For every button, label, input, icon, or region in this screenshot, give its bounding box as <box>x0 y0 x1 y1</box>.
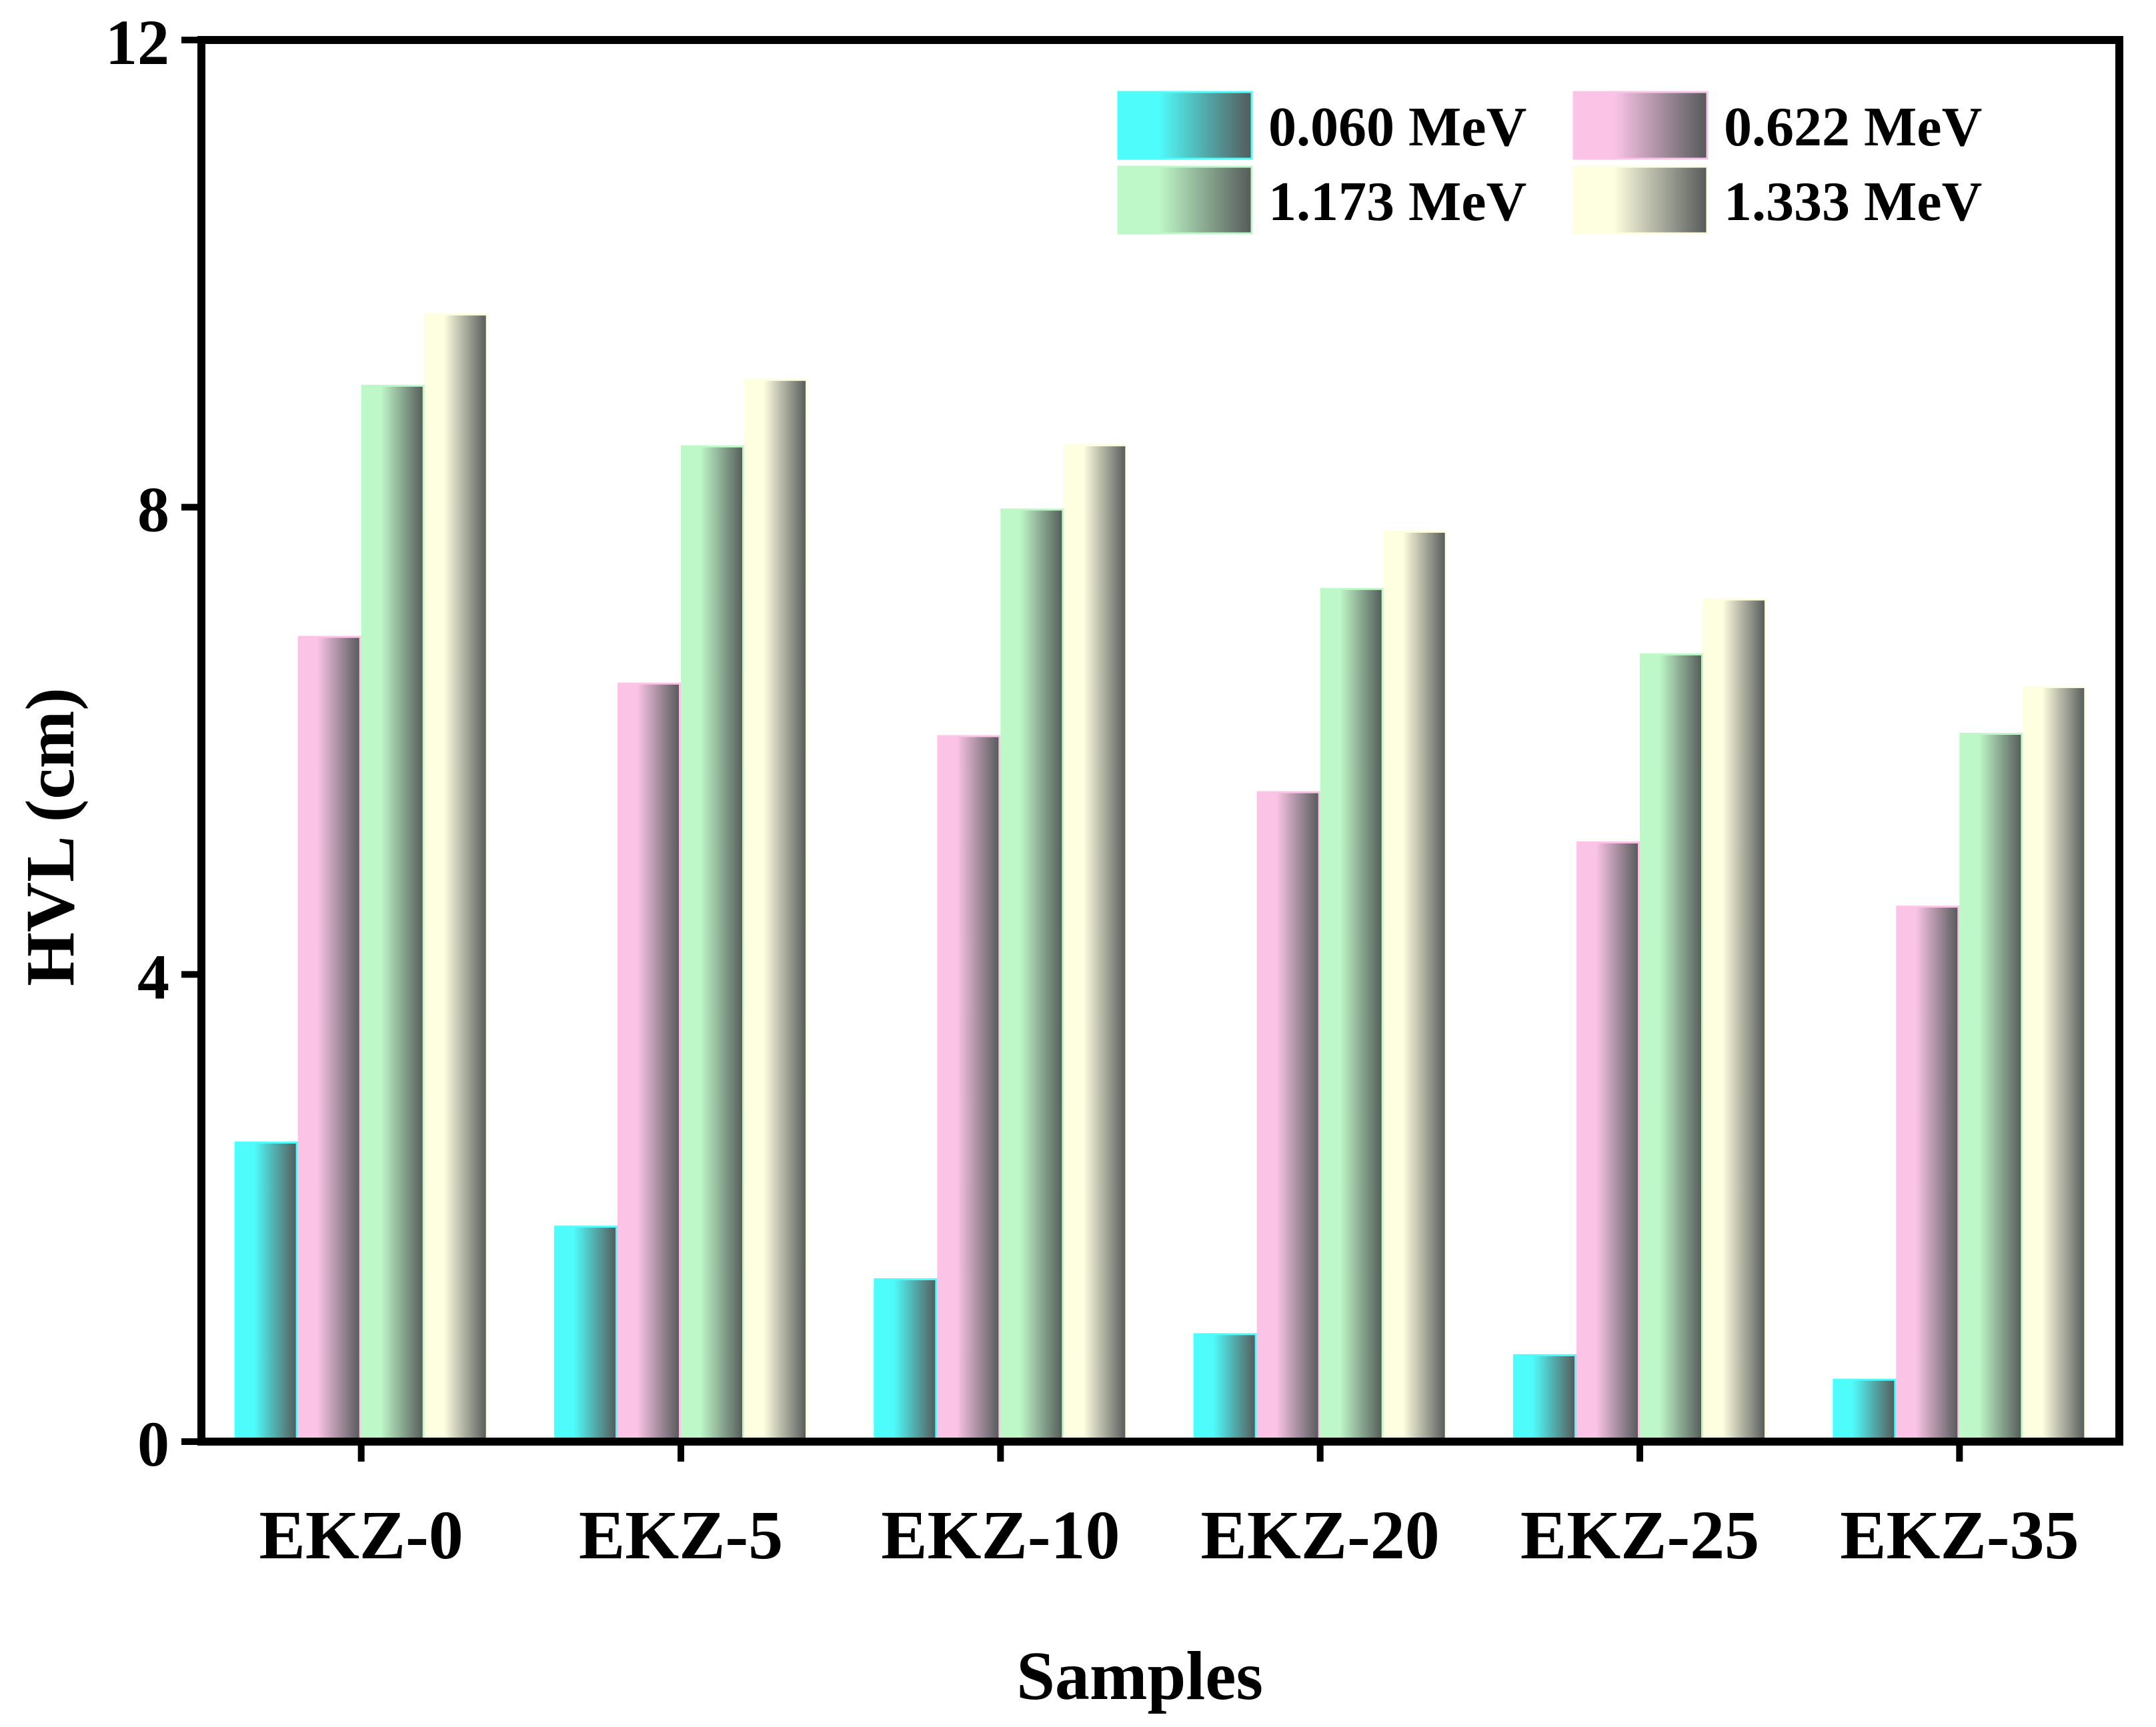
x-tick-label-ekz-5: EKZ-5 <box>579 1497 783 1574</box>
bar-ekz-35-series-0 <box>1833 1378 1897 1443</box>
legend: 0.060 MeV 0.622 MeV 1.173 MeV 1.333 MeV <box>1117 91 1982 235</box>
bar-ekz-5-series-2 <box>681 445 744 1443</box>
x-tick-label-ekz-10: EKZ-10 <box>881 1497 1120 1574</box>
y-tick-label: 4 <box>137 941 169 1012</box>
x-tick-label-ekz-25: EKZ-25 <box>1520 1497 1759 1574</box>
bar-ekz-10-series-2 <box>1000 508 1064 1443</box>
y-tick-label: 0 <box>137 1408 169 1480</box>
legend-label-series-3: 1.333 MeV <box>1724 171 1982 233</box>
y-axis-title: HVL (cm) <box>12 687 89 986</box>
bar-ekz-5-series-1 <box>618 682 681 1443</box>
y-tick-label: 8 <box>137 474 169 545</box>
legend-label-series-1: 0.622 MeV <box>1724 96 1982 158</box>
bar-ekz-35-series-3 <box>2023 685 2087 1443</box>
bar-ekz-25-series-2 <box>1640 653 1703 1443</box>
bars-layer <box>234 313 2087 1443</box>
legend-swatch-series-2 <box>1117 165 1253 235</box>
legend-swatch-series-0 <box>1117 91 1253 160</box>
legend-label-series-0: 0.060 MeV <box>1268 96 1526 158</box>
bar-ekz-0-series-1 <box>297 635 361 1443</box>
bar-ekz-10-series-3 <box>1064 444 1128 1443</box>
legend-label-series-2: 1.173 MeV <box>1268 171 1526 233</box>
bar-ekz-20-series-2 <box>1320 587 1384 1443</box>
bar-ekz-20-series-3 <box>1383 530 1447 1443</box>
bar-ekz-20-series-1 <box>1256 791 1320 1443</box>
bar-ekz-35-series-2 <box>1959 732 2023 1443</box>
bar-ekz-25-series-1 <box>1576 841 1640 1443</box>
bar-ekz-20-series-0 <box>1193 1333 1257 1443</box>
bar-ekz-10-series-1 <box>937 735 1001 1443</box>
bar-ekz-0-series-0 <box>234 1142 298 1443</box>
legend-swatch-series-1 <box>1572 91 1709 160</box>
bar-ekz-5-series-3 <box>744 379 808 1443</box>
bar-ekz-5-series-0 <box>554 1226 618 1443</box>
x-tick-label-ekz-20: EKZ-20 <box>1201 1497 1440 1574</box>
plot-frame <box>197 36 2123 1446</box>
bar-ekz-0-series-3 <box>424 313 488 1443</box>
x-tick-label-ekz-35: EKZ-35 <box>1840 1497 2079 1574</box>
bar-ekz-25-series-0 <box>1513 1354 1576 1443</box>
legend-swatch-series-3 <box>1572 165 1709 235</box>
x-tick-label-ekz-0: EKZ-0 <box>259 1497 463 1574</box>
bar-ekz-0-series-2 <box>361 384 425 1443</box>
axes-layer: 0 4 8 12 EKZ-0 EKZ-5 EKZ-10 EKZ-20 EKZ-25 EKZ-35 <box>105 7 2123 1574</box>
bar-ekz-25-series-3 <box>1703 598 1767 1443</box>
bar-ekz-35-series-1 <box>1896 906 1960 1443</box>
x-axis-title: Samples <box>1016 1638 1263 1714</box>
y-tick-label: 12 <box>105 7 169 78</box>
bar-ekz-10-series-0 <box>874 1278 938 1443</box>
